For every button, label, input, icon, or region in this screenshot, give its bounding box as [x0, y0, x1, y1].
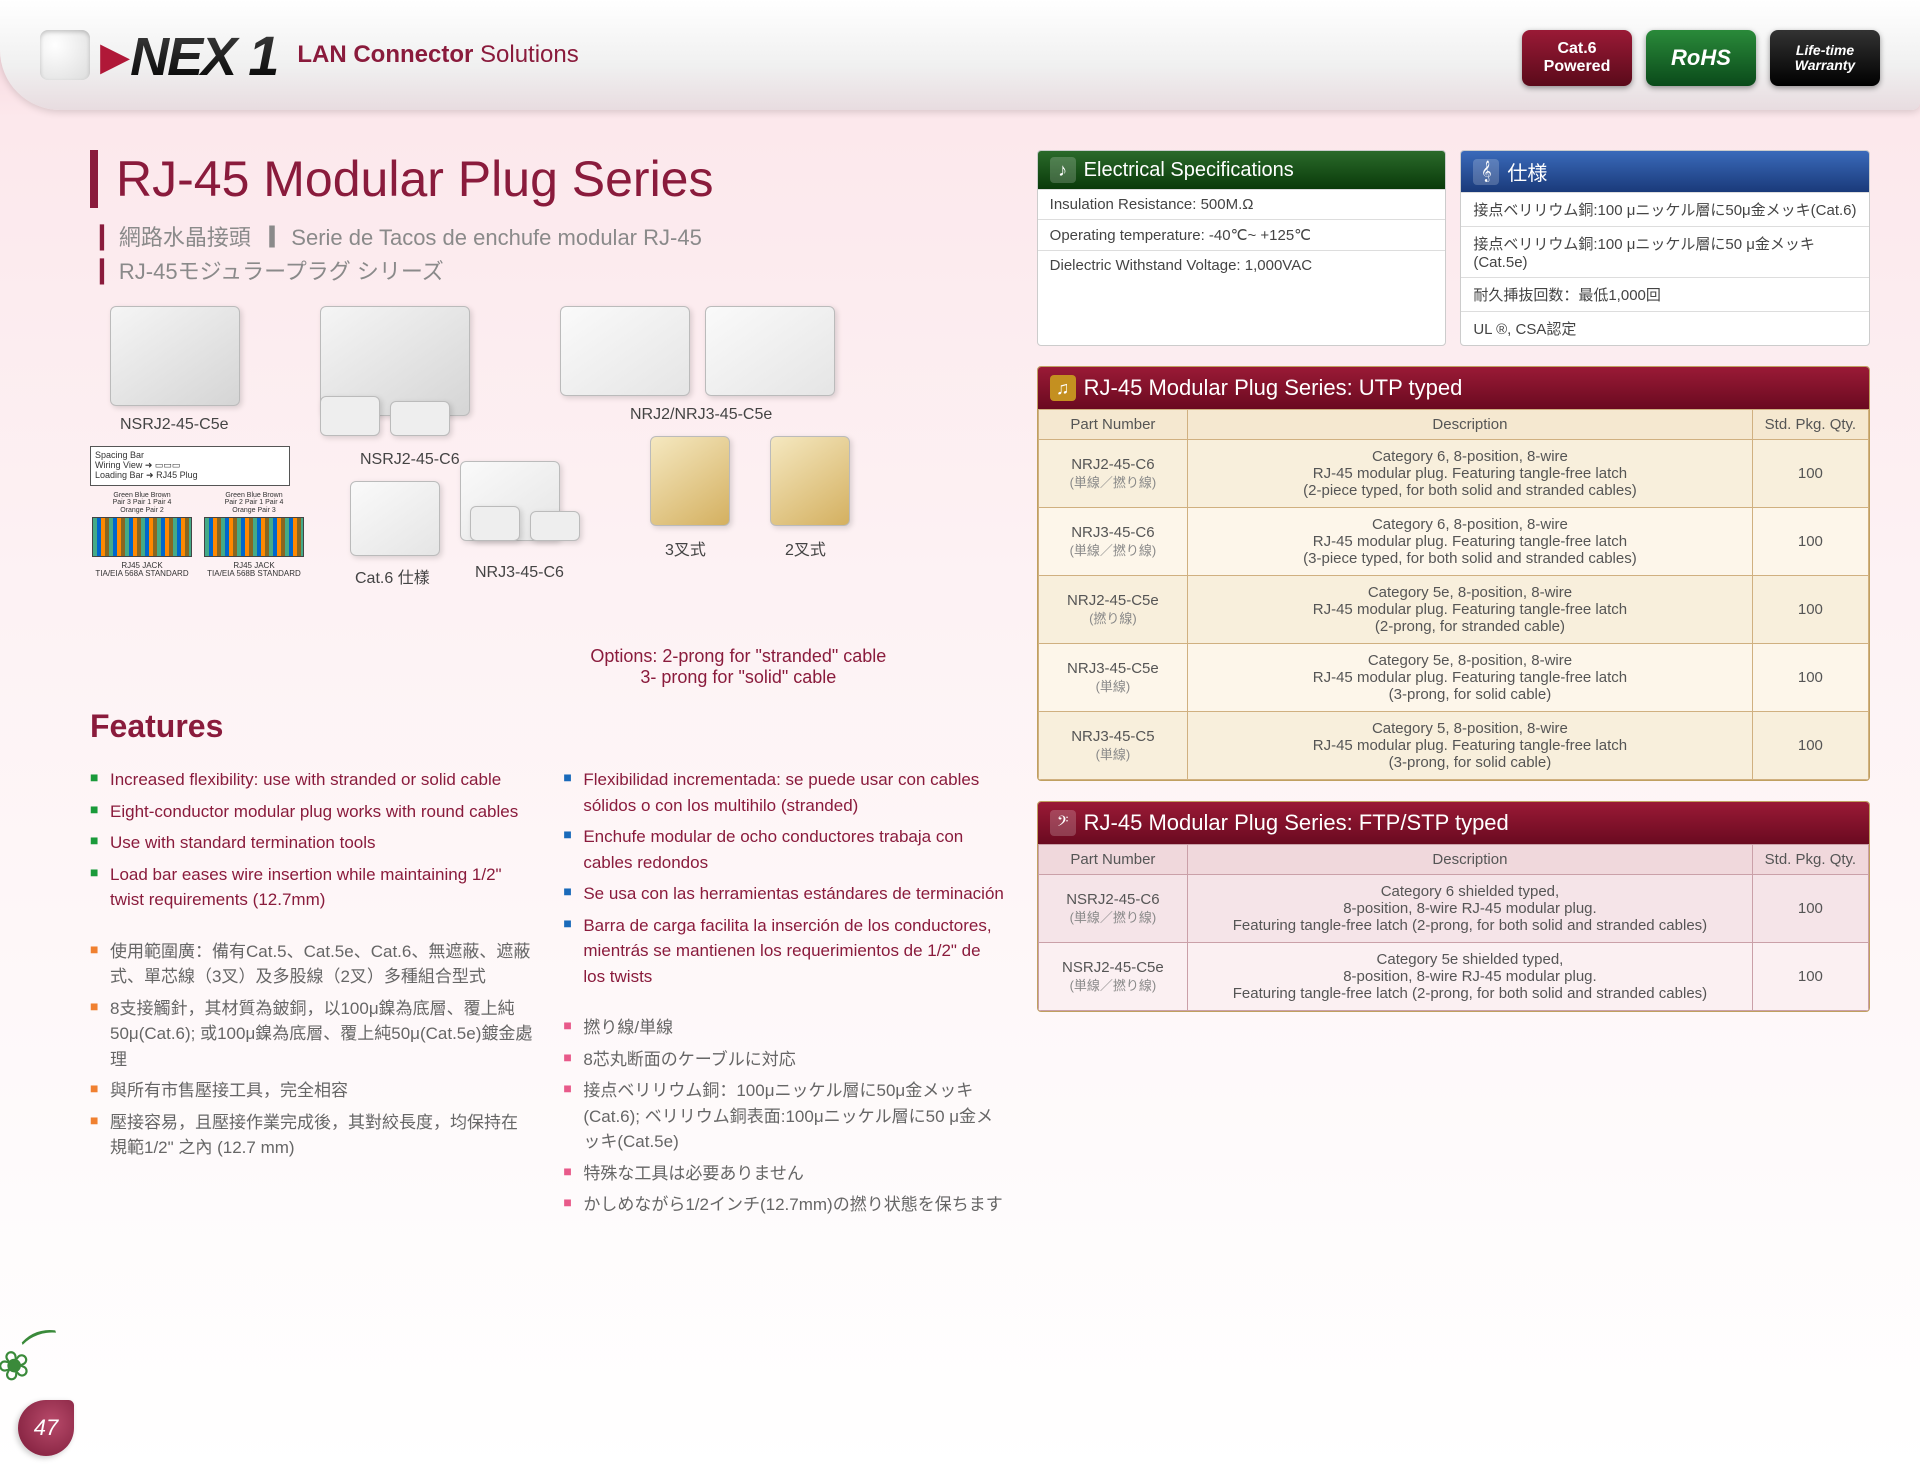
header: ▸ NEX 1 LAN Connector Solutions Cat.6 Po…: [0, 0, 1920, 110]
plug-img-1: [110, 306, 240, 406]
table-row: NSRJ2-45-C5e(単線／撚り線)Category 5e shielded…: [1038, 943, 1868, 1011]
wiring-diagram: Spacing Bar Wiring View ➜ ▭▭▭ Loading Ba…: [90, 446, 340, 626]
plug-img-3a: [560, 306, 690, 396]
features-heading: Features: [90, 708, 1007, 745]
table-row: NRJ3-45-C6(単線／撚り線)Category 6, 8-position…: [1038, 508, 1868, 576]
badge-row: Cat.6 Powered RoHS Life-time Warranty: [1522, 30, 1880, 86]
plug-piece-2b: [390, 401, 450, 436]
plug-label-6: 3叉式: [665, 536, 706, 560]
badge-warranty: Life-time Warranty: [1770, 30, 1880, 86]
subtitle-jp: RJ-45モジュラープラグ シリーズ: [100, 254, 1007, 286]
table-ftp-header-row: Part Number Description Std. Pkg. Qty.: [1038, 845, 1868, 875]
features-col-1: Increased flexibility: use with stranded…: [90, 761, 533, 1224]
th-desc: Description: [1188, 410, 1753, 440]
plug-img-3b: [705, 306, 835, 396]
spec-jp-row-0: 接点ベリリウム銅:100 μニッケル層に50μ金メッキ(Cat.6): [1461, 192, 1869, 226]
subtitle-zh: 網路水晶接頭 ▎Serie de Tacos de enchufe modula…: [100, 220, 1007, 252]
page-number: 47: [18, 1400, 74, 1456]
spec-jp-title: 仕様: [1507, 157, 1547, 186]
features-col-2: Flexibilidad incrementada: se puede usar…: [563, 761, 1006, 1224]
feat-en-0: Increased flexibility: use with stranded…: [90, 767, 533, 793]
tagline-rest: Solutions: [473, 41, 578, 68]
feat-zh-3: 壓接容易，且壓接作業完成後，其對絞長度，均保持在規範1/2" 之內 (12.7 …: [90, 1110, 533, 1161]
spec-jp-row-3: UL ®, CSA認定: [1461, 311, 1869, 345]
spec-jp: 𝄞 仕様 接点ベリリウム銅:100 μニッケル層に50μ金メッキ(Cat.6) …: [1460, 150, 1870, 346]
spec-electrical: ♪ Electrical Specifications Insulation R…: [1037, 150, 1447, 346]
table-ftp: 𝄢 RJ-45 Modular Plug Series: FTP/STP typ…: [1037, 801, 1870, 1012]
brand-name: NEX 1: [130, 23, 277, 88]
brand-suffix: 1: [248, 24, 277, 87]
feat-es-3: Barra de carga facilita la inserción de …: [563, 913, 1006, 990]
treble-clef-icon: 𝄞: [1473, 159, 1499, 185]
table-row: NSRJ2-45-C6(単線／撚り線)Category 6 shielded t…: [1038, 875, 1868, 943]
tagline-bold: LAN Connector: [297, 41, 473, 68]
th-qty: Std. Pkg. Qty.: [1752, 845, 1868, 875]
th-pn: Part Number: [1038, 410, 1187, 440]
table-utp-title: RJ-45 Modular Plug Series: UTP typed: [1084, 375, 1463, 401]
th-pn: Part Number: [1038, 845, 1187, 875]
page-title: RJ-45 Modular Plug Series: [90, 150, 1007, 208]
feat-es-1: Enchufe modular de ocho conductores trab…: [563, 824, 1006, 875]
table-row: NRJ3-45-C5e(単線)Category 5e, 8-position, …: [1038, 644, 1868, 712]
feat-es-0: Flexibilidad incrementada: se puede usar…: [563, 767, 1006, 818]
subtitle-block: 網路水晶接頭 ▎Serie de Tacos de enchufe modula…: [100, 220, 1007, 286]
spec-jp-row-1: 接点ベリリウム銅:100 μニッケル層に50 μ金メッキ(Cat.5e): [1461, 226, 1869, 277]
plug-piece-5b: [530, 511, 580, 541]
feat-jp-1: 8芯丸断面のケーブルに対応: [563, 1047, 1006, 1073]
plug-label-5: NRJ3-45-C6: [475, 564, 564, 582]
badge-cat6: Cat.6 Powered: [1522, 30, 1632, 86]
spec-elec-row-2: Dielectric Withstand Voltage: 1,000VAC: [1038, 250, 1446, 280]
tagline: LAN Connector Solutions: [297, 41, 578, 69]
badge-rohs: RoHS: [1646, 30, 1756, 86]
spec-elec-row-0: Insulation Resistance: 500M.Ω: [1038, 189, 1446, 219]
feat-jp-0: 撚り線/単線: [563, 1015, 1006, 1041]
brand-main: NEX: [130, 27, 235, 87]
plug-img-4: [350, 481, 440, 556]
plug-piece-2a: [320, 396, 380, 436]
table-row: NRJ2-45-C6(単線／撚り線)Category 6, 8-position…: [1038, 440, 1868, 508]
product-image-grid: NSRJ2-45-C5e NSRJ2-45-C6 NRJ2/NRJ3-45-C5…: [90, 306, 1007, 626]
table-row: NRJ3-45-C5(単線)Category 5, 8-position, 8-…: [1038, 712, 1868, 780]
table-row: NRJ2-45-C5e(撚り線)Category 5e, 8-position,…: [1038, 576, 1868, 644]
feat-en-1: Eight-conductor modular plug works with …: [90, 799, 533, 825]
feat-jp-4: かしめながら1/2インチ(12.7mm)の撚り状態を保ちます: [563, 1192, 1006, 1218]
spec-elec-title: Electrical Specifications: [1084, 159, 1294, 182]
options-text: Options: 2-prong for "stranded" cable 3-…: [470, 646, 1007, 688]
th-qty: Std. Pkg. Qty.: [1752, 410, 1868, 440]
feat-zh-0: 使用範圍廣：備有Cat.5、Cat.5e、Cat.6、無遮蔽、遮蔽式、單芯線（3…: [90, 939, 533, 990]
music-note-icon: ♪: [1050, 157, 1076, 183]
feat-zh-2: 與所有市售壓接工具，完全相容: [90, 1078, 533, 1104]
plug-label-4: Cat.6 仕樣: [355, 564, 430, 588]
logo-bullet: ▸: [100, 20, 130, 90]
feat-en-3: Load bar eases wire insertion while main…: [90, 862, 533, 913]
logo-plug-icon: [40, 30, 90, 80]
table-ftp-title: RJ-45 Modular Plug Series: FTP/STP typed: [1084, 810, 1509, 836]
spec-jp-row-2: 耐久挿抜回数：最低1,000回: [1461, 277, 1869, 311]
th-desc: Description: [1188, 845, 1753, 875]
plug-img-2fork: [770, 436, 850, 526]
table-utp-header-row: Part Number Description Std. Pkg. Qty.: [1038, 410, 1868, 440]
feat-jp-3: 特殊な工具は必要ありません: [563, 1161, 1006, 1187]
plug-label-7: 2叉式: [785, 536, 826, 560]
plug-img-3fork: [650, 436, 730, 526]
feat-es-2: Se usa con las herramientas estándares d…: [563, 881, 1006, 907]
feat-jp-2: 接点ベリリウム銅：100μニッケル層に50μ金メッキ(Cat.6); ベリリウム…: [563, 1078, 1006, 1155]
note-icon: ♫: [1050, 375, 1076, 401]
feat-en-2: Use with standard termination tools: [90, 830, 533, 856]
plug-piece-5a: [470, 506, 520, 541]
bass-clef-icon: 𝄢: [1050, 810, 1076, 836]
plug-label-1: NSRJ2-45-C5e: [120, 416, 228, 434]
plug-label-2: NSRJ2-45-C6: [360, 451, 460, 469]
table-utp: ♫ RJ-45 Modular Plug Series: UTP typed P…: [1037, 366, 1870, 781]
spec-elec-row-1: Operating temperature: -40℃~ +125℃: [1038, 219, 1446, 250]
plug-label-3: NRJ2/NRJ3-45-C5e: [630, 406, 772, 424]
feat-zh-1: 8支接觸針，其材質為鈹銅，以100μ鎳為底層、覆上純50μ(Cat.6); 或1…: [90, 996, 533, 1073]
